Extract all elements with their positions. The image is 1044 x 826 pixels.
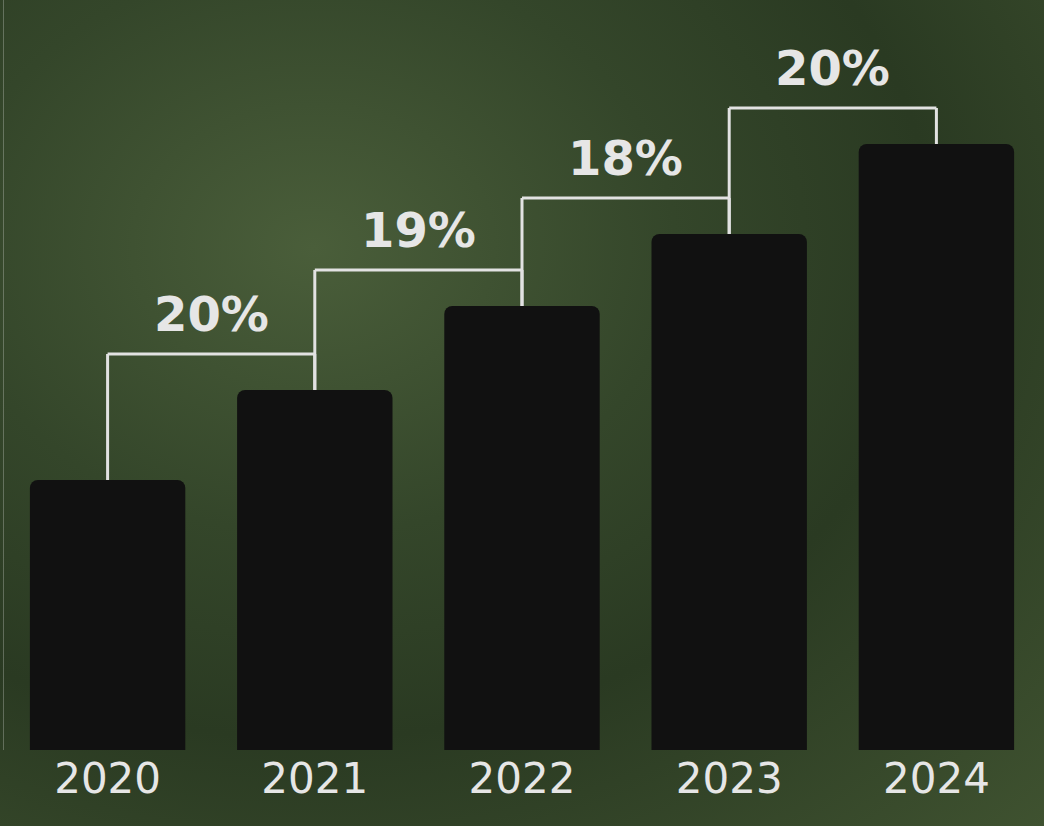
- svg-text:20%: 20%: [775, 40, 890, 96]
- svg-text:2022: 2022: [469, 754, 576, 803]
- svg-text:2020: 2020: [54, 754, 161, 803]
- svg-text:2021: 2021: [261, 754, 368, 803]
- svg-text:2023: 2023: [676, 754, 783, 803]
- svg-text:20%: 20%: [154, 286, 269, 342]
- svg-text:18%: 18%: [568, 130, 683, 186]
- svg-text:19%: 19%: [361, 202, 476, 258]
- svg-text:2024: 2024: [883, 754, 990, 803]
